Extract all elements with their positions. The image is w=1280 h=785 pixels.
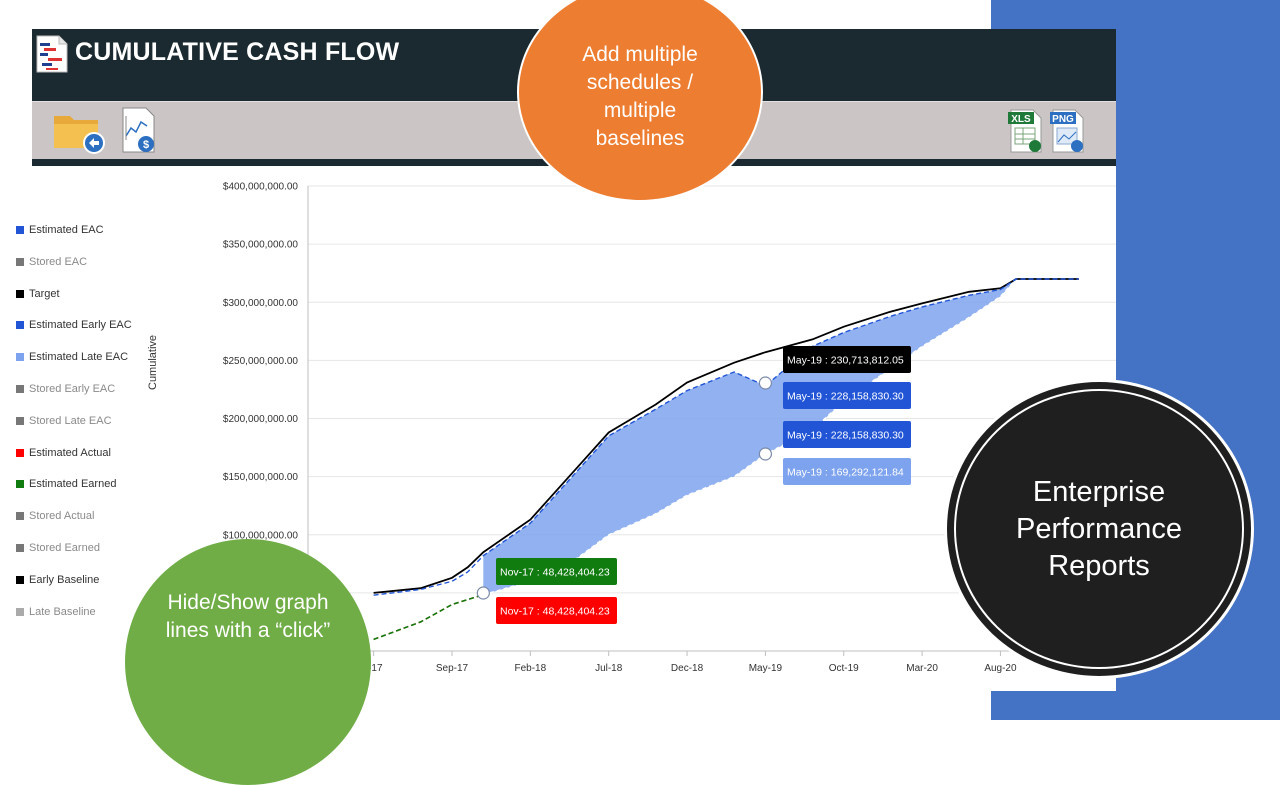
legend-swatch [16,321,24,330]
legend-label: Stored Actual [29,510,95,523]
legend-label: Early Baseline [29,573,100,586]
svg-text:PNG: PNG [1052,114,1074,125]
xls-export-icon: XLS [1008,109,1042,153]
export-png-button[interactable]: PNG [1048,108,1088,154]
open-schedule-button[interactable] [52,108,108,154]
page-title: CUMULATIVE CASH FLOW [75,38,400,66]
legend-swatch [16,512,24,521]
cashflow-report-icon: $ [122,107,155,153]
legend-swatch [16,544,24,552]
legend-swatch [16,575,24,584]
callout-multiple-schedules-text: Add multiple schedules / multiple baseli… [582,43,698,150]
legend-swatch [16,353,24,362]
legend-swatch [16,257,24,266]
callout-hide-show-lines: Hide/Show graph lines with a “click” [125,539,371,785]
legend-swatch [16,416,24,425]
legend-label: Late Baseline [29,605,96,618]
cashflow-report-button[interactable]: $ [120,106,160,154]
legend-swatch [16,607,24,616]
callout-enterprise-reports: Enterprise Performance Reports [944,379,1254,679]
legend-label: Estimated EAC [29,224,104,236]
svg-text:$: $ [143,139,149,151]
legend-swatch [16,480,24,489]
legend-label: Target [29,287,60,300]
legend-swatch [16,289,24,298]
png-export-icon: PNG [1050,109,1084,153]
legend-swatch [16,448,24,457]
legend-label: Stored Early EAC [29,383,116,395]
legend-label: Stored EAC [29,255,88,268]
legend-label: Estimated Actual [29,446,111,459]
gantt-report-icon [36,35,68,73]
legend-label: Estimated Late EAC [29,351,129,364]
legend-swatch [16,226,24,234]
callout-multiple-schedules: Add multiple schedules / multiple baseli… [517,0,763,202]
folder-back-icon [54,116,105,154]
callout-enterprise-reports-ring: Enterprise Performance Reports [954,389,1244,669]
legend-label: Stored Earned [29,542,100,554]
legend-label: Estimated Early EAC [29,319,132,332]
callout-hide-show-lines-text: Hide/Show graph lines with a “click” [165,591,331,642]
svg-text:XLS: XLS [1011,114,1031,125]
y-axis-label: Cumulative [147,334,159,390]
callout-enterprise-reports-text: Enterprise Performance Reports [1015,475,1182,582]
legend-swatch [16,385,24,393]
legend-label: Stored Late EAC [29,414,112,427]
legend-label: Estimated Earned [29,478,117,491]
export-xls-button[interactable]: XLS [1007,108,1045,154]
